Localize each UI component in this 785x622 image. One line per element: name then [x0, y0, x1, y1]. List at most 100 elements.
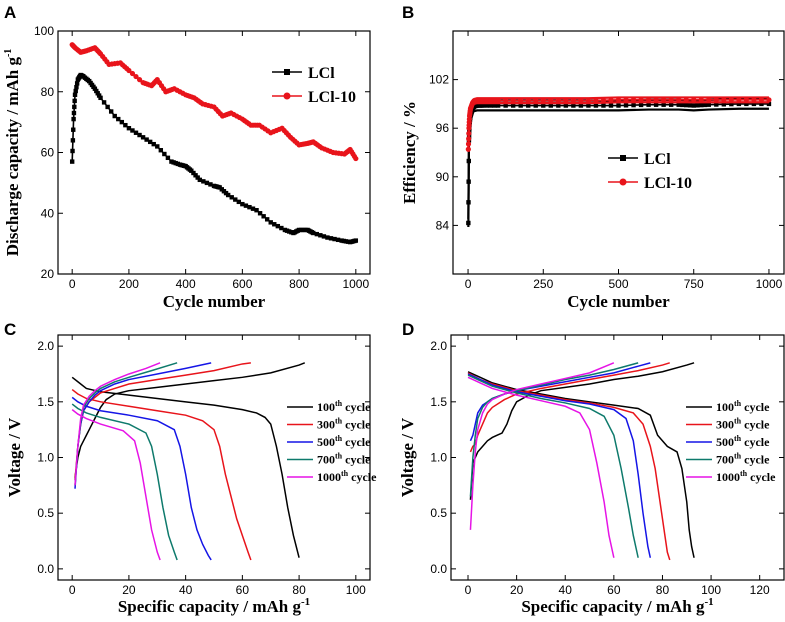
legend-label-cycle-500: 500th cycle	[317, 434, 371, 449]
y-axis-label-sup: -1	[3, 49, 14, 57]
legend-cycle-word: cycle	[342, 453, 371, 467]
data-point	[158, 148, 164, 153]
legend-cycle-suffix: th	[734, 452, 742, 461]
data-point	[555, 98, 561, 104]
x-tick-label: 40	[559, 583, 573, 597]
data-point	[751, 97, 757, 103]
data-point	[484, 98, 490, 104]
data-point	[466, 220, 471, 226]
data-point	[623, 97, 629, 103]
data-point	[491, 98, 497, 104]
data-point	[119, 119, 125, 125]
data-point	[699, 102, 704, 108]
data-point	[766, 97, 772, 103]
data-point	[661, 102, 666, 107]
x-axis-label-main: Specific capacity / mAh g	[118, 597, 302, 616]
data-point	[540, 98, 546, 104]
data-point	[615, 97, 622, 103]
data-point	[155, 144, 160, 149]
legend-cycle-word: cycle	[348, 470, 377, 484]
y-tick-label: 2.0	[37, 339, 54, 353]
y-axis-label-main: Discharge capacity / mAh g	[3, 57, 22, 257]
data-point	[492, 103, 497, 108]
data-point	[240, 201, 245, 207]
legend-label-cycle-1000: 1000th cycle	[317, 469, 377, 484]
data-point	[691, 97, 697, 103]
series-cycle-500-discharge-line	[467, 373, 652, 558]
data-point	[638, 102, 644, 108]
y-tick-label: 1.5	[37, 395, 54, 409]
data-point	[71, 116, 76, 122]
data-point	[318, 233, 323, 238]
chart-panel-a: 0 200 400 600 800 1000 20 40 60 80 100 Cycle number…	[3, 24, 371, 311]
x-tick-label: 20	[510, 583, 524, 597]
data-point	[466, 130, 472, 137]
legend-cycle-word: cycle	[741, 435, 770, 449]
data-point	[608, 97, 614, 103]
y-tick-label: 2.0	[430, 339, 447, 353]
data-point	[250, 206, 256, 211]
data-point	[321, 234, 327, 239]
data-point	[243, 203, 249, 208]
legend-label-cycle-100: 100th cycle	[716, 399, 770, 414]
y-axis-label: Voltage / V	[5, 417, 24, 497]
data-point	[638, 97, 644, 103]
data-point	[601, 103, 606, 108]
series-lcl-line	[467, 103, 769, 223]
legend-cycle-suffix: th	[734, 399, 742, 408]
data-point	[353, 238, 359, 243]
x-tick-label: 500	[608, 277, 628, 291]
data-point	[721, 102, 727, 107]
y-tick-label: 102	[429, 73, 449, 87]
data-point	[332, 236, 337, 242]
x-tick-label: 600	[232, 277, 252, 291]
legend-marker-lcl-10	[283, 92, 291, 100]
data-point	[687, 103, 693, 108]
data-point	[74, 81, 80, 86]
data-point	[578, 98, 584, 104]
data-point	[71, 110, 77, 116]
data-point	[229, 195, 234, 200]
data-point	[126, 126, 132, 131]
data-point	[706, 102, 711, 107]
panel-letter-d: D	[402, 320, 414, 339]
data-point	[193, 173, 198, 178]
x-tick-label: 0	[465, 277, 472, 291]
data-point	[144, 137, 149, 142]
legend-cycle-number: 100	[317, 400, 335, 414]
legend-cycle-number: 700	[716, 453, 734, 467]
y-axis-label: Efficiency / %	[400, 101, 419, 204]
series-cycle-1000	[71, 362, 161, 561]
data-point	[147, 139, 153, 145]
x-tick-label: 250	[533, 277, 553, 291]
data-point	[162, 151, 167, 157]
data-point	[600, 97, 607, 103]
data-point	[646, 102, 651, 107]
y-tick-label: 0.0	[37, 562, 54, 576]
data-point	[713, 97, 719, 103]
data-point	[593, 103, 599, 108]
series-cycle-300-discharge-line	[71, 388, 252, 561]
series-cycle-100-charge-line	[74, 362, 306, 478]
data-point	[335, 237, 341, 243]
series-cycle-700-discharge-line	[467, 374, 639, 558]
data-point	[73, 88, 78, 94]
legend-cycle-suffix: th	[335, 399, 343, 408]
data-point	[702, 102, 708, 108]
legend-cycle-word: cycle	[342, 435, 371, 449]
data-point	[191, 170, 196, 176]
x-tick-label: 400	[176, 277, 196, 291]
data-point	[465, 146, 471, 152]
legend-label-lcl-10: LCl-10	[644, 175, 692, 192]
legend-cycle-number: 100	[716, 400, 734, 414]
legend-marker-lcl	[620, 155, 626, 161]
y-tick-label: 1.5	[430, 395, 447, 409]
x-tick-label: 0	[69, 277, 76, 291]
data-point	[189, 168, 194, 173]
y-tick-label: 0.5	[430, 506, 447, 520]
series-cycle-1000-charge-line	[469, 362, 615, 530]
legend-marker-lcl	[284, 69, 290, 75]
panel-letter-a: A	[4, 3, 16, 22]
data-point	[466, 158, 471, 164]
legend-cycle-word: cycle	[741, 453, 770, 467]
